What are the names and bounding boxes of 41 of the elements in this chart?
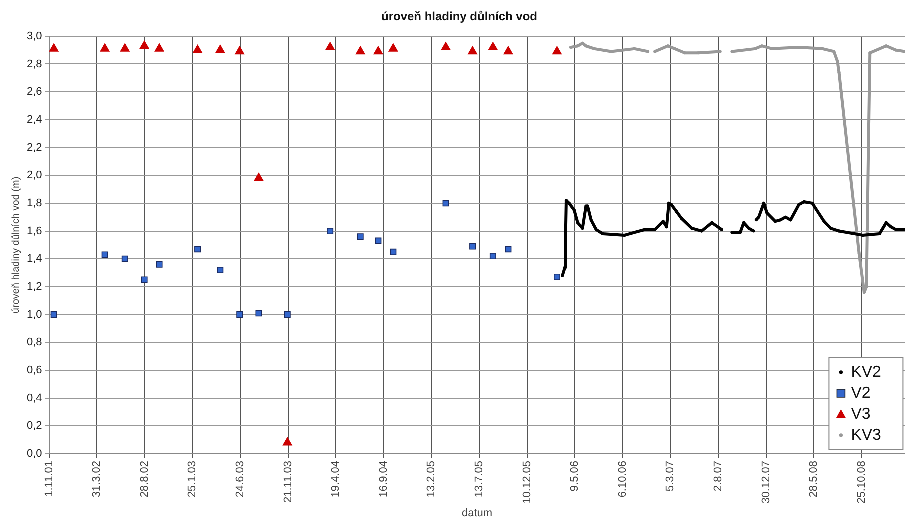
x-tick-label: 2.8.07 [712,460,724,492]
legend-label: KV3 [851,426,882,444]
y-tick-label: 2,8 [26,58,42,70]
x-tick-label: 10.12.05 [521,460,534,504]
x-tick-label: 5.3.07 [664,460,677,492]
y-tick-label: 0,2 [26,420,42,432]
chart-title: úroveň hladiny důlních vod [381,10,538,24]
y-tick-label: 1,2 [26,280,42,293]
x-tick-label: 28.5.08 [808,460,820,498]
y-tick-label: 1,4 [26,253,42,266]
x-tick-label: 16.9.04 [378,460,390,498]
y-tick-label: 2,4 [26,114,42,126]
y-axis-title: úroveň hladiny důlních vod (m) [10,176,22,314]
legend-label: V3 [851,406,871,423]
x-tick-label: 25.1.03 [186,460,199,498]
x-tick-label: 21.11.03 [282,460,294,503]
y-tick-label: 0,6 [26,364,42,376]
y-tick-label: 0,8 [26,336,42,349]
x-tick-label: 30.12.07 [760,460,772,504]
legend-label: KV2 [851,364,882,381]
x-tick-label: 13.7.05 [474,460,486,498]
x-tick-label: 1.11.01 [43,460,56,497]
y-tick-label: 2,6 [26,86,42,98]
x-tick-label: 24.6.03 [234,460,247,498]
y-tick-label: 0,4 [26,392,42,404]
y-tick-label: 3,0 [26,30,42,42]
y-tick-label: 1,6 [26,225,42,238]
x-tick-label: 28.8.02 [138,460,151,498]
y-tick-label: 1,8 [26,197,42,210]
y-tick-label: 2,0 [26,170,42,182]
x-axis-title: datum [462,507,493,520]
y-tick-label: 1,0 [26,308,42,321]
y-tick-label: 0,0 [26,448,42,460]
x-tick-label: 9.5.06 [569,460,582,492]
x-tick-label: 6.10.06 [616,460,629,498]
x-tick-label: 31.3.02 [91,460,104,498]
y-tick-label: 2,2 [26,142,42,154]
x-tick-label: 13.2.05 [426,460,438,498]
x-tick-label: 25.10.08 [856,460,868,504]
legend-label: V2 [851,384,871,402]
x-tick-label: 19.4.04 [330,460,342,498]
